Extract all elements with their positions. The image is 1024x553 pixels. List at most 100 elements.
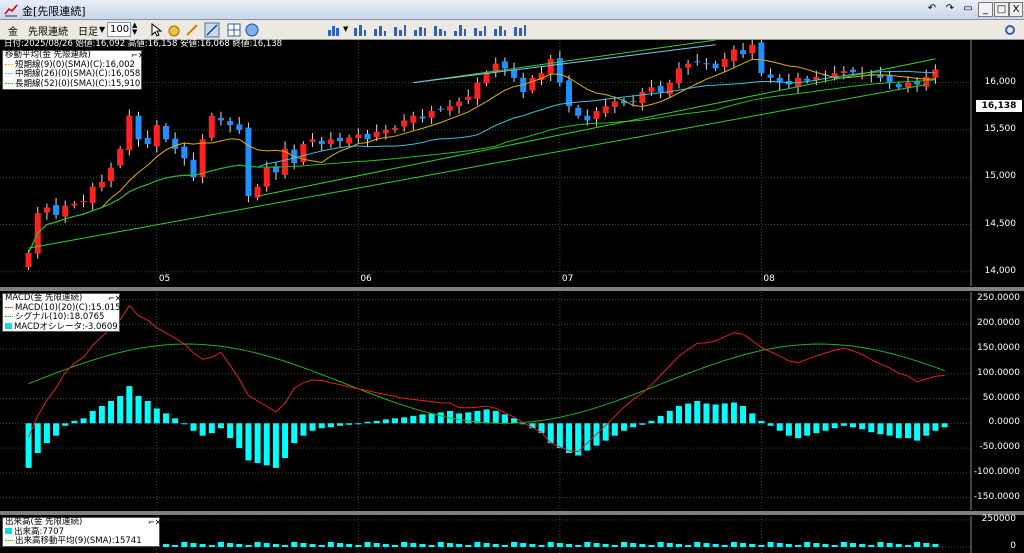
pointer-icon[interactable]	[148, 22, 164, 38]
volume-bar	[208, 545, 215, 547]
indicator4-icon[interactable]	[432, 22, 448, 38]
candle-body	[538, 73, 545, 81]
volume-bar	[804, 542, 811, 547]
candle-body	[98, 181, 105, 188]
osc-bar	[776, 423, 783, 431]
osc-bar	[391, 418, 398, 424]
candle-body	[620, 100, 627, 104]
macd-legend-close-icon[interactable]: ⌐✕	[108, 294, 122, 303]
osc-bar	[785, 423, 792, 436]
minimize-button[interactable]: _	[978, 2, 993, 17]
symbol-label[interactable]: 金	[8, 27, 18, 38]
candle-body	[776, 77, 783, 83]
osc-bar	[346, 423, 353, 425]
trendline	[28, 83, 927, 249]
globe-icon[interactable]	[244, 22, 260, 38]
candle-body	[144, 137, 151, 145]
undo-button[interactable]: ↶	[927, 3, 937, 14]
period-selector[interactable]: 日足	[78, 27, 98, 38]
candle-body	[43, 207, 50, 213]
indicator5-icon[interactable]	[452, 22, 468, 38]
indicator6-icon[interactable]	[472, 22, 488, 38]
ma-mid-label: 中期線(26)(0)(SMA)(C):16,058	[15, 69, 141, 79]
candle-body	[584, 115, 591, 121]
indicator8-icon[interactable]	[512, 22, 528, 38]
bar-chart-dropdown-icon[interactable]: ▼	[343, 25, 349, 33]
osc-bar	[758, 420, 765, 424]
candle-body	[236, 124, 243, 130]
osc-bar	[703, 403, 710, 424]
volume-bar	[236, 544, 243, 547]
osc-bar	[34, 423, 41, 454]
chart-area[interactable]: 日付:2025/08/26 始値:16,092 高値:16,158 安値:16,…	[0, 39, 1024, 553]
osc-bar	[923, 423, 930, 436]
volume-bar	[602, 544, 609, 547]
candle-body	[511, 69, 518, 78]
contract-label[interactable]: 先限連続	[28, 27, 68, 38]
volume-bar	[831, 545, 838, 547]
volume-legend-close-icon[interactable]: ⌐✕	[148, 518, 162, 527]
indicator7-icon[interactable]	[492, 22, 508, 38]
osc-bar	[254, 423, 261, 463]
volume-bar	[511, 542, 518, 547]
period-dropdown-icon[interactable]: ▼	[99, 25, 106, 34]
ma-legend-close-icon[interactable]: ⌐✕	[131, 51, 145, 60]
pen-icon[interactable]	[184, 22, 200, 38]
indicator2-icon[interactable]	[392, 22, 408, 38]
maximize-button[interactable]: □	[994, 2, 1009, 17]
osc-bar	[712, 404, 719, 424]
osc-bar	[914, 423, 921, 441]
volume-bar	[895, 544, 902, 547]
osc-bar	[181, 423, 188, 425]
candle-body	[25, 252, 32, 268]
candle-body	[575, 107, 582, 116]
osc-bar	[126, 386, 133, 424]
trendline	[413, 40, 716, 84]
macd-tick-label: 0.0000	[988, 417, 1021, 428]
indicator3-icon[interactable]	[412, 22, 428, 38]
candle-body	[501, 61, 508, 69]
volume-legend[interactable]: 出来高(金 先限連続) ⌐✕ 出来高:7707 出来高移動平均(9)(SMA):…	[2, 517, 162, 547]
candle-body	[556, 58, 563, 83]
candle-body	[877, 74, 884, 78]
chart-canvas[interactable]	[0, 40, 1024, 553]
macd-tick-label: 50.0000	[982, 392, 1020, 403]
candle-body	[364, 133, 371, 140]
osc-bar	[190, 423, 197, 431]
line-icon[interactable]	[204, 22, 220, 38]
candle-body	[245, 127, 252, 197]
bar-count-input[interactable]: 100	[107, 22, 131, 37]
candle-body	[923, 76, 930, 87]
toolbar: 金 先限連続 日足 ▼ 100 ▲ ▼ ▼	[0, 20, 1024, 40]
candle-body	[758, 42, 765, 74]
indicator-icon[interactable]	[372, 22, 388, 38]
osc-bar	[291, 423, 298, 444]
osc-bar	[730, 402, 737, 424]
candle-body	[208, 115, 215, 138]
hand-icon[interactable]	[166, 22, 182, 38]
candle-icon[interactable]	[352, 22, 368, 38]
candle-body	[162, 125, 169, 140]
volume-bar	[162, 544, 169, 547]
bar-count-spinner-icon[interactable]: ▲ ▼	[132, 21, 138, 36]
osc-bar	[529, 423, 536, 429]
candle-body	[611, 101, 618, 107]
close-button[interactable]: X	[1009, 2, 1023, 17]
grid-icon[interactable]	[226, 22, 242, 38]
settings-icon[interactable]	[1002, 22, 1018, 38]
ma-legend[interactable]: 移動平均(金 先限連続) ⌐✕ 短期線(9)(0)(SMA)(C):16,002…	[2, 50, 145, 90]
ma-legend-title: 移動平均(金 先限連続)	[5, 50, 91, 60]
osc-bar	[162, 413, 169, 424]
candle-body	[135, 115, 142, 140]
bar-chart-icon[interactable]	[326, 22, 342, 38]
volume-bar	[346, 544, 353, 547]
candle-body	[456, 101, 463, 107]
candle-body	[648, 87, 655, 93]
candle-body	[474, 82, 481, 100]
redo-button[interactable]: ↷	[945, 3, 955, 14]
macd-legend[interactable]: MACD(金 先限連続) ⌐✕ MACD(10)(20)(C):15.0156 …	[2, 293, 126, 332]
restore-button[interactable]: ▭	[963, 3, 973, 14]
osc-bar	[217, 423, 224, 429]
osc-bar	[208, 423, 215, 434]
osc-bar	[98, 405, 105, 424]
